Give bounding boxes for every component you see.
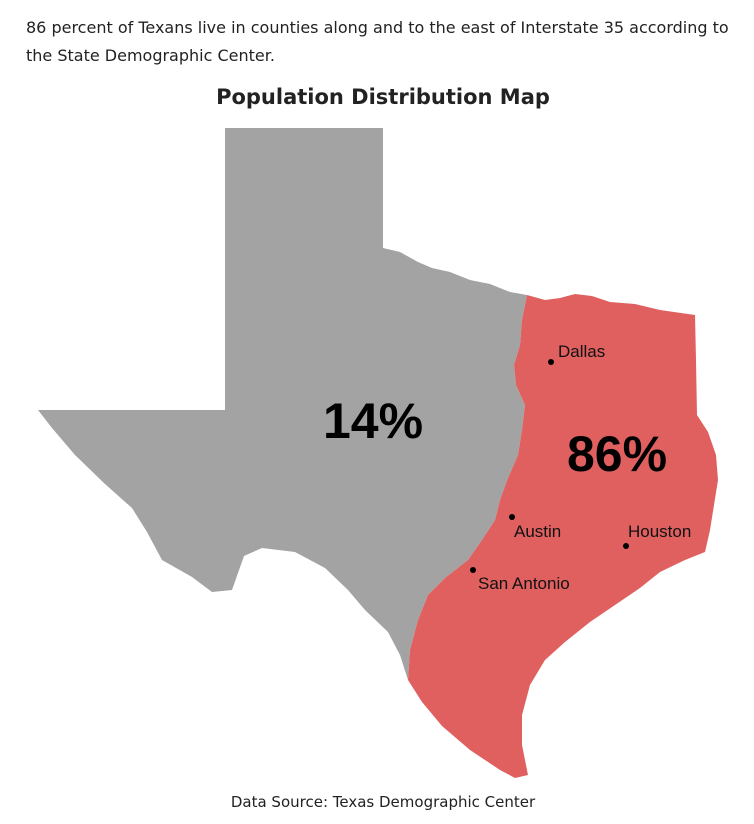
- region-label: 86%: [567, 426, 667, 482]
- map-title: Population Distribution Map: [216, 85, 550, 109]
- city-label: Houston: [628, 522, 691, 541]
- city-label: San Antonio: [478, 574, 570, 593]
- city-label: Austin: [514, 522, 561, 541]
- source: Data Source: Texas Demographic Center: [231, 793, 536, 811]
- west-region: [38, 128, 527, 680]
- city-dot: [470, 567, 476, 573]
- intro-text: 86 percent of Texans live in counties al…: [26, 18, 729, 65]
- city-dot: [548, 359, 554, 365]
- city-dot: [623, 543, 629, 549]
- city-label: Dallas: [558, 342, 605, 361]
- region-label: 14%: [323, 393, 423, 449]
- city-dot: [509, 514, 515, 520]
- east-region: [408, 294, 718, 778]
